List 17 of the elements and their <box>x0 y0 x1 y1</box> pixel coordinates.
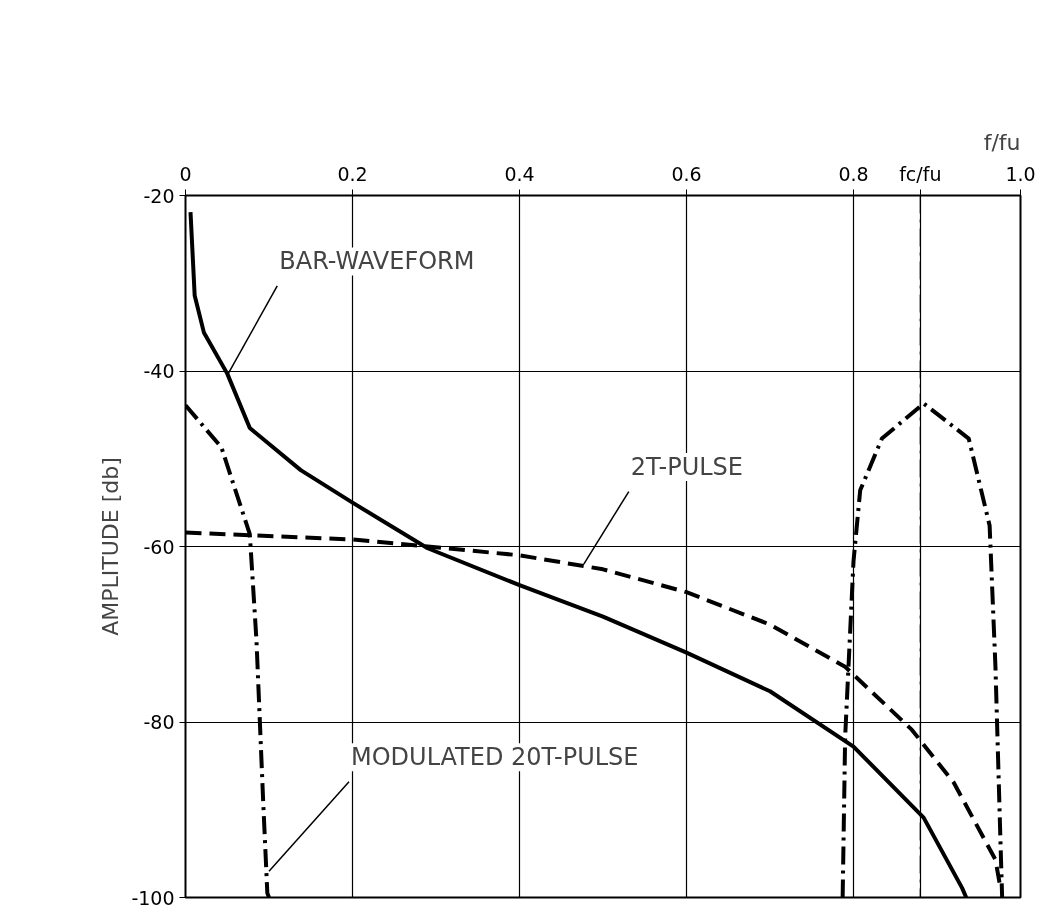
x-axis-title: f/fu <box>983 129 1021 155</box>
annotation: BAR-WAVEFORM <box>279 247 475 276</box>
x-tick-label: 0.6 <box>671 162 702 185</box>
x-tick-label: 0.2 <box>337 162 368 185</box>
x-tick-label: fc/fu <box>899 162 942 185</box>
y-axis-title: AMPLITUDE [db] <box>98 457 124 636</box>
annotation: 2T-PULSE <box>630 453 743 482</box>
y-tick-label: -60 <box>143 535 175 558</box>
x-tick-label: 0.4 <box>504 162 535 185</box>
x-tick-label: 1.0 <box>1005 162 1036 185</box>
x-tick-label: 0 <box>179 162 192 185</box>
x-tick-label: 0.8 <box>838 162 869 185</box>
annotation: MODULATED 20T-PULSE <box>351 743 639 772</box>
y-tick-label: -100 <box>131 886 175 909</box>
y-tick-label: -20 <box>143 184 175 207</box>
y-tick-label: -80 <box>143 711 175 733</box>
y-tick-label: -40 <box>143 360 175 382</box>
